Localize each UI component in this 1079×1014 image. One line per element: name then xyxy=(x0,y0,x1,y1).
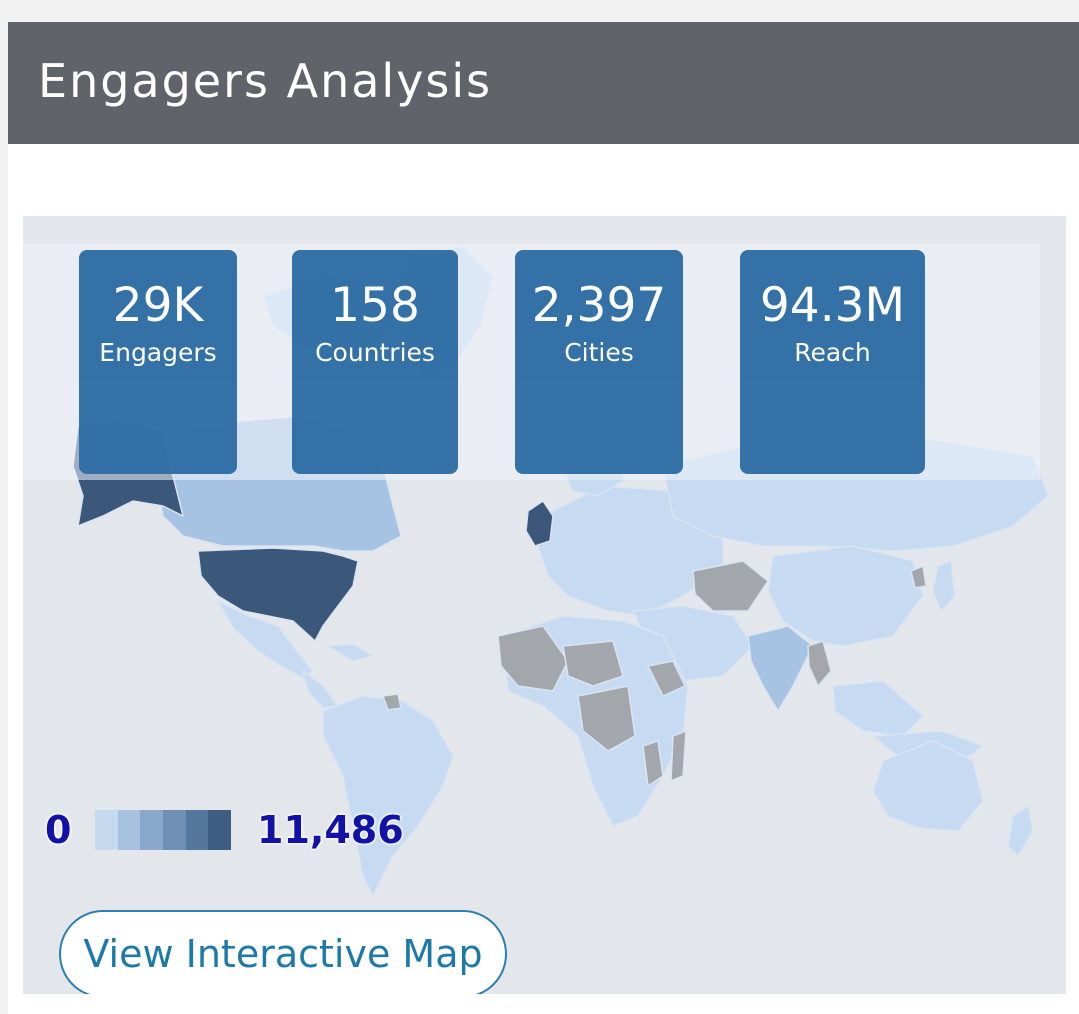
region-central-america xyxy=(302,670,339,709)
stat-reach-label: Reach xyxy=(794,338,871,367)
region-sahel-nodata xyxy=(562,640,624,687)
world-map-panel: 29K Engagers 158 Countries 2,397 Cities … xyxy=(23,216,1066,994)
country-mozambique xyxy=(642,740,664,787)
card-header: Engagers Analysis xyxy=(8,22,1079,144)
stat-engagers: 29K Engagers xyxy=(79,250,237,474)
country-japan xyxy=(932,560,956,612)
stat-countries: 158 Countries xyxy=(292,250,458,474)
legend-max-value: 11,486 xyxy=(257,808,404,852)
legend-swatch xyxy=(95,810,118,850)
stat-countries-value: 158 xyxy=(330,278,420,333)
legend-min-value: 0 xyxy=(45,808,72,852)
stat-cities-value: 2,397 xyxy=(531,278,667,333)
country-china xyxy=(767,545,924,647)
legend-swatch xyxy=(117,810,141,850)
country-madagascar xyxy=(670,730,687,782)
country-guyana xyxy=(382,693,402,711)
region-south-america xyxy=(322,695,454,897)
stat-cities-label: Cities xyxy=(564,338,634,367)
legend-swatch xyxy=(140,810,164,850)
region-caribbean xyxy=(327,643,374,662)
country-myanmar xyxy=(807,640,832,687)
region-horn-nodata xyxy=(647,660,686,697)
stat-engagers-value: 29K xyxy=(112,278,204,333)
region-west-africa-nodata xyxy=(497,625,569,692)
country-australia xyxy=(872,740,984,832)
stat-countries-label: Countries xyxy=(315,338,435,367)
country-usa xyxy=(197,547,359,642)
country-new-zealand xyxy=(1007,805,1034,857)
stat-cities: 2,397 Cities xyxy=(515,250,683,474)
card-title: Engagers Analysis xyxy=(38,54,493,108)
engagers-analysis-card: Engagers Analysis xyxy=(8,22,1079,1014)
stat-reach: 94.3M Reach xyxy=(740,250,925,474)
region-central-africa-nodata xyxy=(577,685,636,752)
region-southeast-asia xyxy=(832,680,924,737)
view-interactive-map-button[interactable]: View Interactive Map xyxy=(59,910,507,994)
country-north-korea xyxy=(910,565,927,589)
legend-swatch xyxy=(185,810,209,850)
legend-swatch xyxy=(163,810,186,850)
country-uk xyxy=(525,500,554,547)
legend-color-scale xyxy=(95,810,232,850)
country-india xyxy=(747,625,814,712)
legend-swatch xyxy=(208,810,232,850)
stat-reach-value: 94.3M xyxy=(759,278,906,333)
stat-engagers-label: Engagers xyxy=(99,338,217,367)
region-central-asia-nodata xyxy=(692,560,769,612)
